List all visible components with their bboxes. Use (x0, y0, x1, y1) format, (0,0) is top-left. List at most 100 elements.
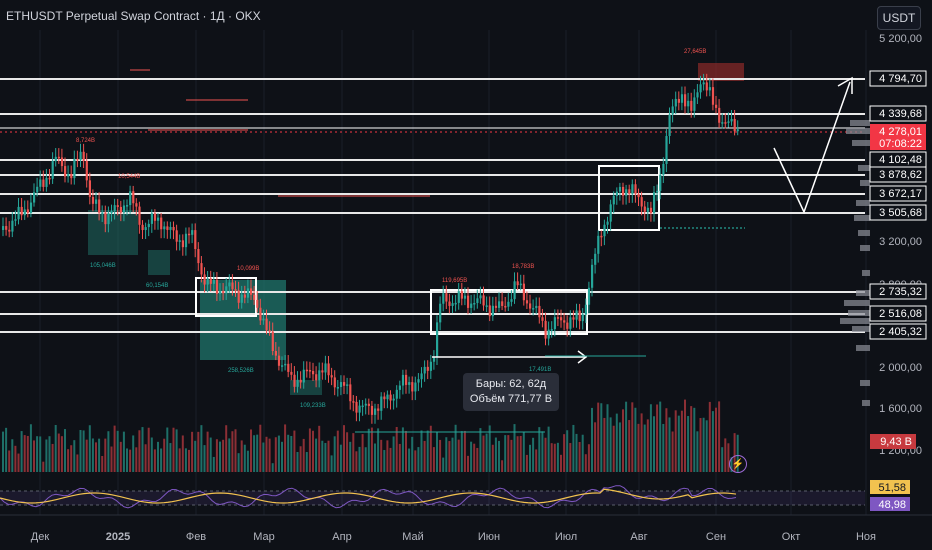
price-level-badge (869, 185, 927, 202)
candle-body (563, 320, 566, 323)
candle-body (175, 230, 178, 242)
candle-body (225, 286, 228, 294)
candle-body (674, 98, 677, 107)
volume-bar (470, 441, 473, 472)
volume-bar (367, 428, 370, 472)
candle-body (730, 118, 733, 122)
candle-body (219, 291, 222, 294)
candle-body (51, 161, 54, 179)
candle-body (476, 298, 479, 303)
candle-body (330, 375, 333, 378)
candle-body (606, 221, 609, 225)
candle-body (547, 329, 550, 339)
projection-path (773, 81, 851, 214)
volume-bar (668, 417, 671, 472)
lightning-icon[interactable]: ⚡ (729, 455, 747, 473)
volume-bar (457, 439, 460, 472)
volume-bar (569, 443, 572, 472)
candle-body (73, 158, 76, 179)
candle-body (259, 307, 262, 321)
candle-body (668, 114, 671, 136)
volume-bar (358, 446, 361, 472)
price-level-label: 4 278,01 (879, 126, 922, 138)
volume-bar (708, 401, 711, 472)
volume-bar (333, 436, 336, 472)
candle-body (587, 287, 591, 305)
candle-body (544, 320, 547, 339)
candle-body (671, 106, 674, 115)
currency-button[interactable]: USDT (877, 6, 921, 30)
volume-bar (553, 443, 556, 472)
rsi-ma-line (0, 488, 737, 504)
volume-bar (281, 441, 283, 472)
volume-bar (671, 431, 674, 472)
volume-profile-bar (848, 310, 870, 316)
candle-body (405, 374, 408, 385)
price-level-label: 3 672,17 (879, 188, 922, 200)
volume-bar (519, 435, 522, 472)
candle-body (625, 189, 628, 196)
volume-bar (491, 444, 494, 472)
price-level-label: 3 505,68 (879, 207, 922, 219)
volume-bar (259, 424, 262, 472)
y-tick-label: 3 200,00 (879, 236, 922, 248)
candle-body (504, 305, 507, 308)
candle-body (184, 233, 188, 248)
volume-bar (463, 430, 466, 472)
volume-bar (268, 438, 271, 472)
measure-volume: Объём 771,77 B (469, 393, 553, 405)
volume-bar (184, 448, 187, 472)
candle-body (553, 317, 556, 330)
volume-bar (181, 435, 184, 472)
volume-bar (615, 413, 618, 472)
volume-bar (594, 422, 597, 472)
x-tick-label: Июл (555, 531, 577, 543)
candle-body (485, 305, 488, 307)
volume-bar (153, 449, 156, 472)
candle-body (107, 213, 110, 225)
volume-bar (138, 430, 141, 472)
candle-body (584, 304, 587, 315)
price-level-badge (869, 204, 927, 221)
volume-bar (733, 433, 736, 472)
candle-body (414, 382, 417, 392)
candle-body (222, 291, 225, 294)
volume-bar (271, 463, 274, 472)
volume-bar (169, 443, 172, 472)
candle-body (119, 206, 122, 213)
candle-body (501, 301, 504, 306)
volume-bar (122, 431, 125, 472)
candle-body (64, 166, 67, 177)
volume-bar (104, 438, 107, 472)
candle-body (274, 351, 277, 356)
candle-body (116, 205, 119, 207)
candle-body (29, 202, 33, 213)
volume-bar (460, 431, 463, 472)
candle-body (677, 98, 680, 103)
volume-bar (417, 447, 420, 472)
candle-body (277, 355, 281, 366)
volume-bar (287, 434, 290, 472)
volume-profile-bar (840, 318, 870, 324)
candle-body (609, 204, 612, 222)
candle-body (172, 226, 175, 231)
candle-body (23, 209, 26, 216)
volume-profile-bar (846, 128, 870, 134)
candle-body (11, 220, 14, 232)
volume-bar (659, 401, 662, 472)
volume-annotation: 8,724B (76, 138, 95, 144)
candle-body (591, 264, 594, 288)
candle-body (67, 173, 70, 177)
volume-bar (160, 448, 163, 472)
candle-body (290, 371, 293, 375)
volume-bar (665, 408, 668, 472)
x-tick-label: Авг (630, 531, 647, 543)
candle-body (522, 283, 525, 301)
volume-badge (870, 434, 916, 449)
volume-bar (343, 425, 345, 472)
candle-body (488, 305, 491, 317)
volume-bar (11, 439, 14, 472)
candle-body (144, 227, 147, 231)
candle-body (578, 310, 581, 322)
